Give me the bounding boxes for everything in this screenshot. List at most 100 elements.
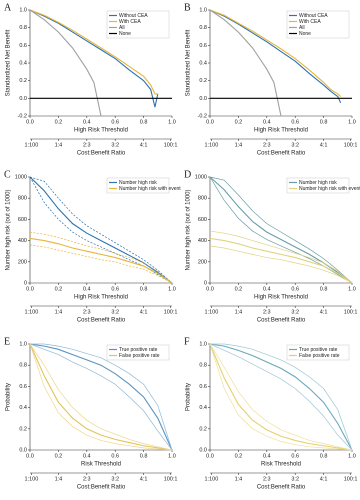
- x2-tick-label: 1:100: [25, 476, 39, 482]
- legend-label: Number high risk: [299, 180, 337, 186]
- legend-label: True positive rate: [299, 347, 338, 353]
- x-tick-label: 0.0: [206, 286, 214, 292]
- x2-tick-label: 2:3: [83, 142, 91, 148]
- series-line: [29, 231, 173, 284]
- x2-tick-label: 1:100: [205, 476, 219, 482]
- x2-tick-label: 4:1: [140, 476, 148, 482]
- series-line: [209, 176, 353, 284]
- y-tick-label: 600: [198, 217, 207, 223]
- y-tick-label: 0.2: [199, 426, 207, 432]
- x-tick-label: 0.8: [320, 119, 328, 125]
- y-tick-label: 0.2: [199, 78, 207, 84]
- x2-tick-label: 100:1: [344, 309, 358, 315]
- y-tick-label: 0.4: [199, 405, 207, 411]
- x-tick-label: 0.4: [83, 119, 91, 125]
- x2-tick-label: 1:100: [205, 309, 219, 315]
- x2-tick-label: 2:3: [83, 476, 91, 482]
- x-tick-label: 0.8: [320, 286, 328, 292]
- y-tick-label: 0.2: [19, 426, 27, 432]
- legend-label: Without CEA: [119, 13, 148, 19]
- legend-label: None: [119, 31, 131, 37]
- x-tick-label: 1.0: [348, 453, 356, 459]
- y-tick-label: 0.6: [199, 384, 207, 390]
- x2-tick-label: 3:2: [291, 142, 299, 148]
- legend-label: True positive rate: [119, 347, 158, 353]
- x2-tick-label: 100:1: [344, 142, 358, 148]
- series-line: [209, 9, 342, 97]
- legend-label: Number high risk: [119, 180, 157, 186]
- series-line: [209, 230, 353, 284]
- y-tick-label: 0.4: [199, 60, 207, 66]
- x-axis-label: Risk Threshold: [81, 462, 121, 468]
- y-tick-label: 0.8: [19, 363, 27, 369]
- series-line: [209, 343, 353, 451]
- x-tick-label: 0.6: [111, 286, 119, 292]
- x-tick-label: 0.6: [291, 453, 299, 459]
- x2-tick-label: 1:100: [25, 309, 39, 315]
- y-axis-label: Number high risk (out of 1000): [6, 189, 12, 270]
- x2-tick-label: 4:1: [320, 309, 328, 315]
- x2-axis-label: Cost:Benefit Ratio: [257, 485, 306, 491]
- x2-tick-label: 3:2: [111, 476, 119, 482]
- series-line: [209, 9, 342, 103]
- x-tick-label: 0.2: [235, 119, 243, 125]
- x-tick-label: 0.2: [55, 453, 63, 459]
- legend-label: With CEA: [299, 19, 321, 25]
- x-tick-label: 1.0: [348, 119, 356, 125]
- y-tick-label: 0: [204, 280, 207, 286]
- y-tick-label: 1.0: [199, 341, 207, 347]
- panel-label: C: [4, 169, 11, 180]
- series-line: [29, 9, 102, 117]
- series-line: [209, 343, 353, 451]
- x-tick-label: 0.6: [111, 119, 119, 125]
- x2-axis-label: Cost:Benefit Ratio: [77, 318, 126, 324]
- y-tick-label: 0.8: [199, 25, 207, 31]
- x2-tick-label: 3:2: [291, 309, 299, 315]
- panel-label: E: [4, 336, 10, 347]
- x-tick-label: 0.8: [320, 453, 328, 459]
- x2-tick-label: 4:1: [320, 476, 328, 482]
- x-tick-label: 0.2: [235, 286, 243, 292]
- y-tick-label: -0.2: [198, 113, 207, 119]
- x-axis-label: High Risk Threshold: [74, 295, 128, 301]
- x-tick-label: 0.4: [83, 453, 91, 459]
- series-line: [29, 343, 173, 451]
- x-tick-label: 0.6: [291, 119, 299, 125]
- y-tick-label: 0.6: [199, 43, 207, 49]
- x2-axis-label: Cost:Benefit Ratio: [257, 318, 306, 324]
- x-tick-label: 0.6: [291, 286, 299, 292]
- y-tick-label: 600: [18, 217, 27, 223]
- x-tick-label: 0.0: [26, 119, 34, 125]
- x-tick-label: 1.0: [168, 119, 176, 125]
- y-tick-label: 1.0: [199, 7, 207, 13]
- x2-tick-label: 2:3: [263, 476, 271, 482]
- x2-tick-label: 1:100: [205, 142, 219, 148]
- legend-box: [286, 344, 350, 361]
- series-line: [29, 9, 159, 108]
- y-tick-label: 0.4: [19, 405, 27, 411]
- y-tick-label: 1.0: [19, 7, 27, 13]
- x-tick-label: 0.4: [263, 119, 271, 125]
- x2-tick-label: 4:1: [320, 142, 328, 148]
- series-line: [209, 245, 353, 284]
- x-tick-label: 0.2: [55, 286, 63, 292]
- y-tick-label: 800: [198, 196, 207, 202]
- x2-tick-label: 4:1: [140, 309, 148, 315]
- series-line: [209, 9, 282, 117]
- legend-box: [106, 177, 170, 194]
- x-tick-label: 0.2: [235, 453, 243, 459]
- y-axis-label: Standardized Net Benefit: [186, 29, 192, 96]
- legend-label: With CEA: [119, 19, 141, 25]
- x2-tick-label: 1:4: [55, 309, 63, 315]
- y-tick-label: -0.2: [18, 113, 27, 119]
- series-line: [209, 343, 353, 451]
- series-line: [29, 343, 173, 451]
- y-tick-label: 0.8: [199, 363, 207, 369]
- legend-box: [106, 10, 170, 39]
- y-axis-label: Standardized Net Benefit: [6, 29, 12, 96]
- x2-tick-label: 1:4: [235, 309, 243, 315]
- x-tick-label: 0.4: [83, 286, 91, 292]
- y-tick-label: 200: [198, 259, 207, 265]
- series-line: [29, 9, 158, 95]
